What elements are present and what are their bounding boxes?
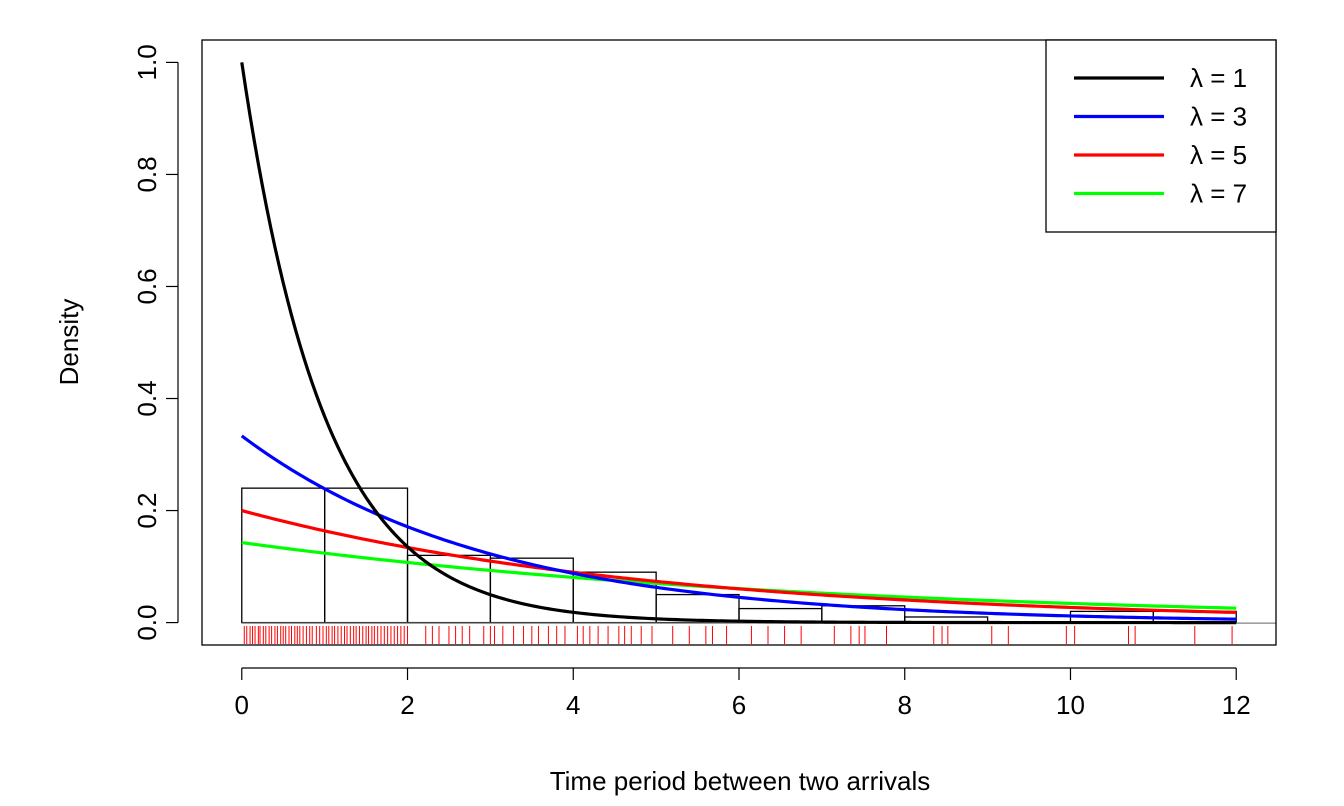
x-tick-label: 2 <box>400 690 414 720</box>
y-tick-label: 0.6 <box>132 268 162 304</box>
x-tick-label: 12 <box>1222 690 1251 720</box>
x-axis: 0 2 4 6 8 10 12 <box>235 667 1251 720</box>
legend-label: λ = 3 <box>1190 102 1247 132</box>
y-tick-label: 0.0 <box>132 605 162 641</box>
x-tick-label: 8 <box>898 690 912 720</box>
x-tick-label: 6 <box>732 690 746 720</box>
x-tick-label: 10 <box>1056 690 1085 720</box>
y-tick-label: 0.8 <box>132 156 162 192</box>
y-axis-label: Density <box>54 299 84 386</box>
y-axis: 0.0 0.2 0.4 0.6 0.8 1.0 <box>132 44 179 641</box>
density-curve-series-2 <box>240 434 1237 621</box>
density-curves <box>240 62 1237 625</box>
y-tick-label: 1.0 <box>132 44 162 80</box>
x-tick-label: 4 <box>566 690 580 720</box>
plot-frame <box>201 39 1277 646</box>
y-tick-label: 0.2 <box>132 492 162 528</box>
y-tick-label: 0.4 <box>132 380 162 416</box>
legend-label: λ = 7 <box>1190 179 1247 209</box>
legend-label: λ = 5 <box>1190 140 1247 170</box>
legend-label: λ = 1 <box>1190 63 1247 93</box>
histogram-bar <box>241 487 326 624</box>
legend-box <box>1045 39 1277 233</box>
x-tick-label: 0 <box>235 690 249 720</box>
density-curve-series-1 <box>240 62 1237 625</box>
x-axis-label: Time period between two arrivals <box>550 766 931 796</box>
rug-marks <box>243 626 1233 644</box>
legend: λ = 1 λ = 3 λ = 5 λ = 7 <box>1045 39 1277 233</box>
